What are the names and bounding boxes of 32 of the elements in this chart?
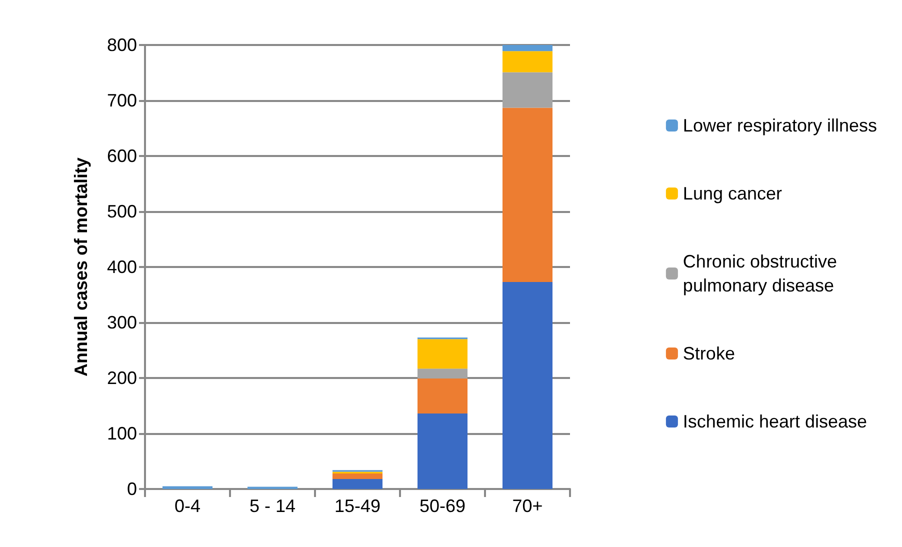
y-tick-label: 700	[106, 90, 137, 110]
bar	[332, 473, 382, 480]
x-tick-label: 70+	[512, 496, 543, 516]
bar	[502, 72, 552, 108]
x-tick-label: 5 - 14	[249, 496, 296, 516]
y-tick-label: 600	[106, 146, 137, 166]
legend-label: Ischemic heart disease	[682, 412, 868, 432]
legend-label: Stroke	[682, 344, 735, 364]
bar	[332, 479, 382, 489]
bar	[418, 368, 468, 379]
y-tick-label: 400	[106, 257, 137, 277]
x-tick-label: 50-69	[419, 496, 466, 516]
bar	[418, 339, 468, 369]
bar	[418, 378, 468, 414]
y-axis-title: Annual cases of mortality	[71, 157, 91, 377]
y-tick-label: 300	[106, 312, 137, 332]
y-tick-label: 500	[106, 202, 137, 222]
x-tick-label: 0-4	[174, 496, 201, 516]
y-tick-label: 100	[106, 424, 137, 444]
bar	[162, 486, 212, 489]
legend-label: Lung cancer	[682, 184, 782, 204]
bar	[502, 282, 552, 489]
x-tick-label: 15-49	[334, 496, 381, 516]
bar	[502, 51, 552, 72]
y-tick-label: 800	[106, 35, 137, 55]
bar	[502, 45, 552, 52]
bar	[418, 414, 468, 489]
bar	[502, 108, 552, 282]
y-tick-label: 0	[126, 479, 137, 499]
legend-label: Lower respiratory illness	[682, 116, 878, 136]
y-tick-label: 200	[106, 368, 137, 388]
legend-label: Chronic obstructive pulmonary disease	[682, 252, 838, 296]
